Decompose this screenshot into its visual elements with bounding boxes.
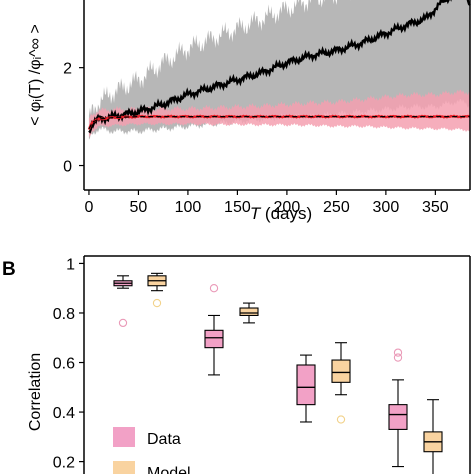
box-plot-boxes bbox=[113, 272, 443, 474]
series-lines bbox=[87, 0, 471, 134]
x-tick-label: 250 bbox=[323, 199, 350, 216]
outlier-point bbox=[118, 318, 128, 328]
box-y-tick-label: 0.8 bbox=[53, 306, 75, 323]
outlier-point bbox=[209, 284, 219, 293]
outlier-point bbox=[152, 298, 162, 308]
box-y-tick-label: 1 bbox=[66, 256, 75, 273]
legend-swatch bbox=[113, 427, 135, 447]
x-tick-label: 50 bbox=[130, 199, 148, 216]
line-series-1 bbox=[88, 0, 471, 134]
y-tick-label: 2 bbox=[63, 61, 72, 78]
outlier-point bbox=[393, 348, 403, 357]
legend-label: Model bbox=[147, 465, 191, 474]
panel-label-b: B bbox=[2, 259, 16, 280]
box-model-2 bbox=[239, 302, 259, 324]
x-axis-label: T (days) bbox=[250, 204, 312, 223]
x-tick-label: 300 bbox=[373, 199, 400, 216]
box-model-3 bbox=[331, 342, 351, 424]
x-tick-label: 100 bbox=[175, 199, 202, 216]
correlation-axis-label: Correlation bbox=[27, 353, 44, 431]
y-axis-label: < φᵢ(T) /φᵢ^∞ > bbox=[27, 24, 44, 126]
line-chart-axes bbox=[83, 0, 471, 191]
x-tick-label: 150 bbox=[224, 199, 251, 216]
box-y-tick-label: 0.6 bbox=[53, 356, 75, 373]
box-data-1 bbox=[113, 275, 133, 328]
box-model-4 bbox=[423, 399, 443, 474]
legend: Data Model bbox=[113, 427, 191, 474]
legend-label: Data bbox=[147, 431, 181, 448]
box-plot-axes bbox=[83, 255, 471, 474]
x-tick-label: 350 bbox=[422, 199, 449, 216]
line-chart-ticks: 050100150200250300350024 bbox=[63, 61, 449, 216]
x-axis-label-unit: (days) bbox=[260, 204, 312, 223]
box-plot-panel: B 0.2 0.4 0.6 0.8 1 Correlation Data Model bbox=[2, 255, 471, 474]
x-tick-label: 200 bbox=[274, 199, 301, 216]
box-plot-ticks: 0.2 0.4 0.6 0.8 1 bbox=[53, 256, 84, 472]
box-y-tick-label: 0.2 bbox=[53, 455, 75, 472]
outlier-point bbox=[336, 415, 346, 424]
line-chart-panel: 050100150200250300350024 T (days) < φᵢ(T… bbox=[27, 0, 471, 223]
legend-swatch bbox=[113, 461, 135, 474]
legend-item-model: Model bbox=[113, 461, 191, 474]
box-data-4 bbox=[388, 348, 408, 468]
x-tick-label: 0 bbox=[84, 199, 93, 216]
reference-dashed-line bbox=[88, 115, 470, 130]
legend-item-data: Data bbox=[113, 427, 181, 448]
outlier-point bbox=[393, 353, 403, 362]
box-data-2 bbox=[204, 284, 224, 376]
box-data-3 bbox=[296, 354, 316, 423]
box-y-tick-label: 0.4 bbox=[53, 405, 75, 422]
x-axis-label-italic: T bbox=[250, 204, 262, 223]
box-model-1 bbox=[147, 272, 167, 308]
band-series-2 bbox=[88, 89, 470, 138]
y-tick-label: 0 bbox=[63, 159, 72, 176]
